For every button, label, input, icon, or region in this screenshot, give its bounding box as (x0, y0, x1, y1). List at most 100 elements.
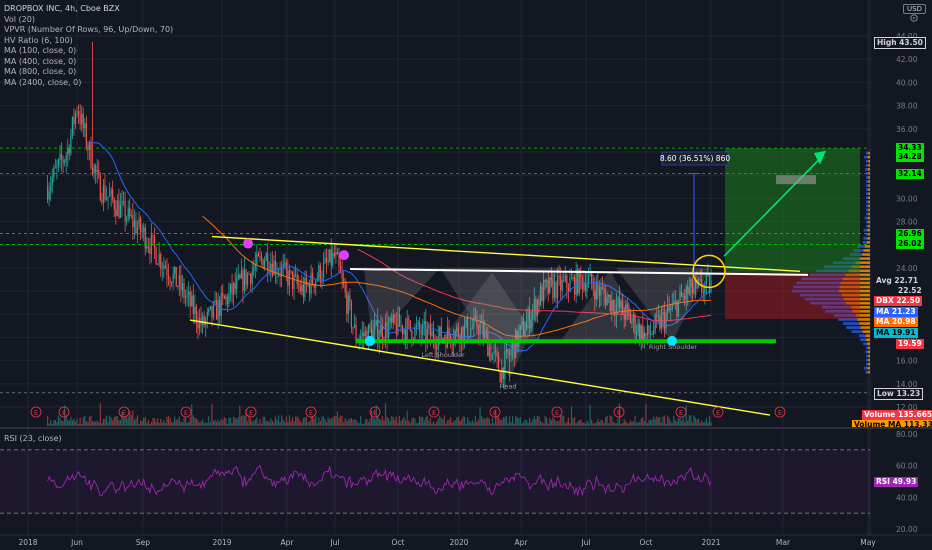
candle-body (411, 330, 413, 341)
candle-body (477, 329, 480, 336)
volume-bar (205, 422, 207, 426)
volume-bar (298, 418, 300, 426)
volume-bar (301, 422, 303, 426)
candle-body (332, 252, 334, 266)
volume-bar (600, 419, 602, 426)
candle-body (648, 325, 650, 335)
candle-body (696, 279, 698, 282)
candle-body (377, 320, 379, 344)
candle-body (685, 286, 687, 300)
vpvr-up-bar (801, 277, 843, 281)
candle-body (242, 270, 244, 292)
candle-body (81, 113, 83, 124)
currency-button[interactable]: USD (903, 4, 926, 14)
volume-bar (243, 415, 246, 426)
candle-body (223, 295, 225, 299)
candle-body (273, 260, 275, 276)
volume-bar (113, 417, 115, 426)
candle-body (541, 286, 543, 301)
candle-body (654, 315, 656, 331)
candle-body (68, 147, 70, 154)
candle-body (465, 318, 467, 326)
candle-body (214, 300, 216, 304)
volume-bar (574, 417, 576, 426)
vpvr-up-bar (796, 281, 841, 285)
price-tag: MA 20.98 (874, 317, 918, 328)
candle-body (229, 283, 232, 293)
earnings-marker (551, 406, 563, 418)
volume-bar (192, 415, 194, 426)
vpvr-down-bar (868, 212, 870, 216)
candle-body (625, 304, 627, 320)
volume-bar (295, 416, 297, 426)
volume-bar (332, 417, 334, 426)
candle-body (592, 283, 594, 290)
volume-bar (214, 419, 216, 426)
vpvr-down-bar (868, 168, 870, 171)
pivot-dot-magenta (243, 238, 253, 249)
candle-body (126, 218, 128, 221)
candle-body (629, 313, 631, 324)
candle-body (336, 251, 339, 255)
settings-icon[interactable] (908, 12, 920, 24)
volume-bar (502, 417, 504, 426)
time-tick-label: May (860, 538, 876, 547)
candle-body (546, 280, 548, 282)
time-tick-label: Jul (329, 538, 339, 547)
volume-bar (290, 420, 292, 426)
volume-bar (594, 423, 596, 426)
candle-body (670, 308, 672, 311)
candle-body (146, 246, 148, 249)
volume-bar (462, 416, 464, 426)
volume-bar (707, 422, 709, 426)
volume-bar (212, 420, 215, 426)
volume-bar (50, 420, 52, 426)
volume-bar (322, 416, 325, 426)
volume-bar (308, 421, 311, 426)
candle-body (67, 147, 69, 156)
volume-bar (617, 418, 619, 426)
volume-bar (670, 421, 672, 426)
volume-bar (685, 405, 687, 426)
candle-body (267, 253, 269, 272)
legend-title: DROPBOX INC, 4h, Cboe BZX (4, 4, 120, 13)
volume-bar (564, 423, 566, 426)
candle-body (426, 328, 428, 341)
volume-bar (140, 420, 142, 426)
candle-body (395, 322, 397, 335)
volume-bar (612, 422, 614, 426)
rsi-legend: RSI (23, close) (4, 434, 62, 443)
candle-body (51, 177, 53, 186)
candle-body (333, 252, 335, 257)
candle-body (102, 185, 104, 203)
candle-body (226, 296, 228, 305)
candle-body (679, 291, 681, 301)
volume-bar (262, 416, 264, 426)
chart-drawings: 8.60 (36.51%) 860 Left Shoulder Head Right … (0, 147, 870, 418)
candle-body (74, 112, 77, 124)
volume-bar (209, 422, 211, 426)
volume-bar (696, 419, 698, 426)
legend-line-vol: Vol (20) (4, 14, 35, 24)
pattern-shading (616, 267, 710, 343)
volume-bar (389, 421, 391, 426)
candle-body (60, 153, 63, 160)
candle-body (290, 270, 292, 272)
volume-bar (704, 421, 706, 426)
volume-bar (457, 416, 459, 426)
volume-bar (601, 420, 604, 426)
candle-body (326, 257, 328, 263)
candle-body (301, 284, 303, 292)
volume-bar (419, 415, 421, 426)
volume-bar (522, 422, 525, 426)
price-tick-label: 44.00 (896, 32, 918, 41)
candle-body (167, 275, 170, 280)
volume-bar (96, 420, 98, 426)
volume-bar (124, 415, 126, 426)
candle-body (451, 343, 453, 346)
vpvr-up-bar (809, 273, 846, 277)
volume-bar (572, 418, 574, 426)
vpvr-down-bar (838, 289, 870, 293)
vpvr-up-bar (866, 346, 869, 350)
